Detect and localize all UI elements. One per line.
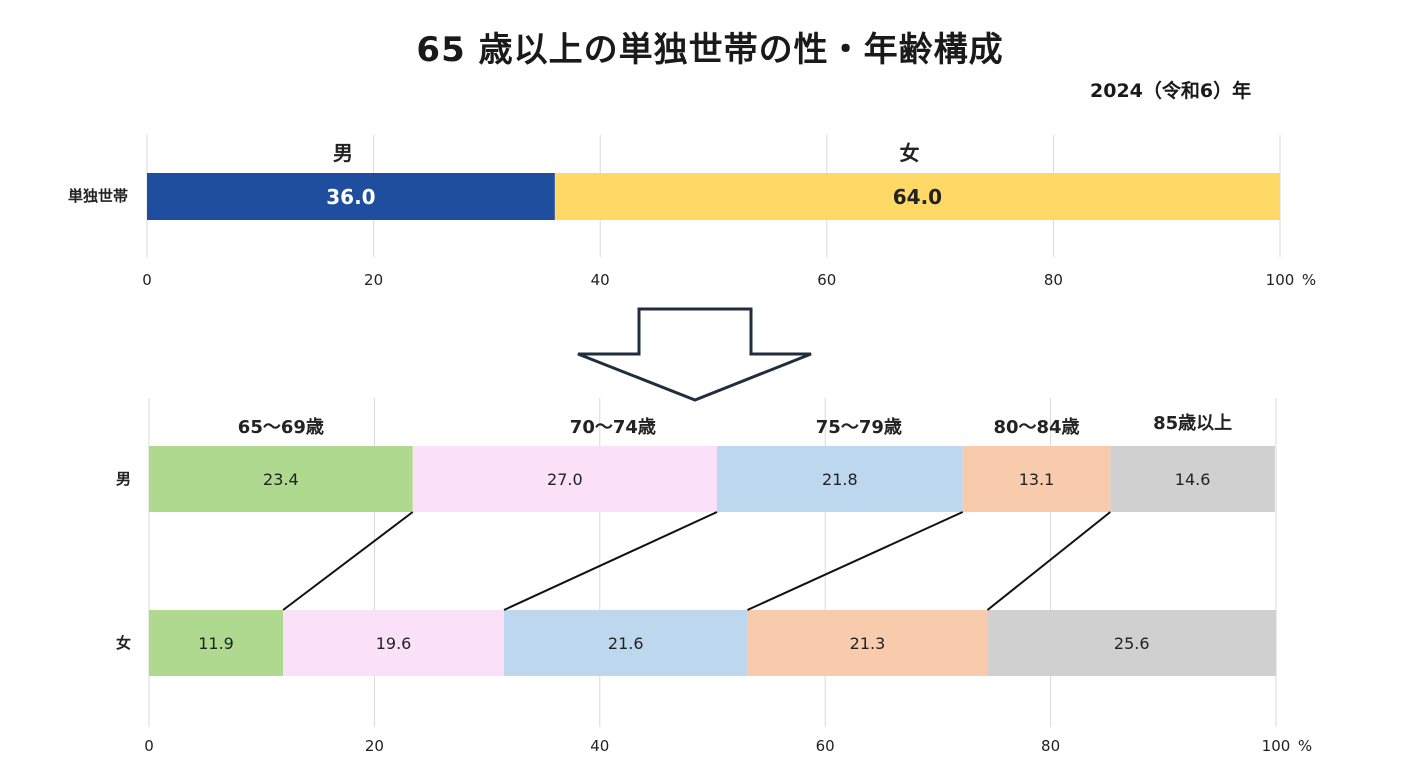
bar-c2-1-4 (987, 610, 1276, 676)
bar-c2-0-4 (1110, 446, 1275, 512)
x-unit-label-2: % (1298, 737, 1312, 755)
chart-subtitle: 2024（令和6）年 (1090, 80, 1252, 102)
category-label-c2-0: 男 (116, 470, 131, 488)
series-label-c2-4: 85歳以上 (1153, 413, 1232, 434)
x-tick-label-2-4: 80 (1041, 737, 1060, 755)
x-tick-label-1-3: 60 (817, 271, 836, 289)
bar-c2-0-1 (412, 446, 718, 512)
data-label-c2-1-4: 25.6 (1114, 634, 1150, 653)
data-label-c2-0-3: 13.1 (1019, 470, 1055, 489)
data-label-c1-0: 36.0 (326, 185, 375, 209)
series-label-c2-3: 80～84歳 (993, 417, 1079, 438)
x-tick-label-1-5: 100 (1266, 271, 1295, 289)
x-tick-label-1-0: 0 (142, 271, 152, 289)
series-label-c1-1: 女 (899, 141, 919, 165)
connector-line-2 (747, 511, 964, 611)
series-label-c1-0: 男 (333, 141, 353, 165)
bar-c2-0-0 (149, 446, 413, 512)
x-tick-label-2-3: 60 (816, 737, 835, 755)
x-tick-label-2-1: 20 (365, 737, 384, 755)
data-label-c2-0-4: 14.6 (1175, 470, 1211, 489)
x-tick-label-1-2: 40 (591, 271, 610, 289)
connector-line-3 (986, 511, 1111, 611)
bar-c1-男 (147, 173, 555, 220)
data-label-c2-1-0: 11.9 (198, 634, 234, 653)
chart-title: 65 歳以上の単独世帯の性・年齢構成 (416, 30, 1004, 70)
series-label-c2-1: 70～74歳 (570, 417, 656, 438)
x-tick-label-2-5: 100 (1262, 737, 1291, 755)
bar-c2-1-0 (149, 610, 284, 676)
data-label-c2-1-2: 21.6 (608, 634, 644, 653)
category-label-c1-0: 単独世帯 (68, 187, 128, 205)
series-label-c2-2: 75～79歳 (816, 417, 902, 438)
data-label-c2-1-1: 19.6 (376, 634, 412, 653)
x-tick-label-1-4: 80 (1044, 271, 1063, 289)
connector-line-0 (282, 511, 414, 611)
x-tick-label-2-0: 0 (144, 737, 154, 755)
bar-c2-0-3 (962, 446, 1111, 512)
bar-c2-0-2 (717, 446, 963, 512)
data-label-c2-1-3: 21.3 (850, 634, 886, 653)
data-label-c2-0-1: 27.0 (547, 470, 583, 489)
down-arrow-icon (577, 307, 812, 402)
data-label-c2-0-0: 23.4 (263, 470, 299, 489)
x-unit-label-1: % (1302, 271, 1316, 289)
x-tick-label-2-2: 40 (590, 737, 609, 755)
bar-c1-女 (554, 173, 1280, 220)
connector-line-1 (503, 511, 718, 611)
series-label-c2-0: 65～69歳 (238, 417, 324, 438)
data-label-c2-0-2: 21.8 (822, 470, 858, 489)
bar-c2-1-2 (504, 610, 748, 676)
data-label-c1-1: 64.0 (893, 185, 942, 209)
bar-c2-1-3 (747, 610, 988, 676)
x-tick-label-1-1: 20 (364, 271, 383, 289)
bar-c2-1-1 (283, 610, 505, 676)
category-label-c2-1: 女 (116, 634, 131, 652)
